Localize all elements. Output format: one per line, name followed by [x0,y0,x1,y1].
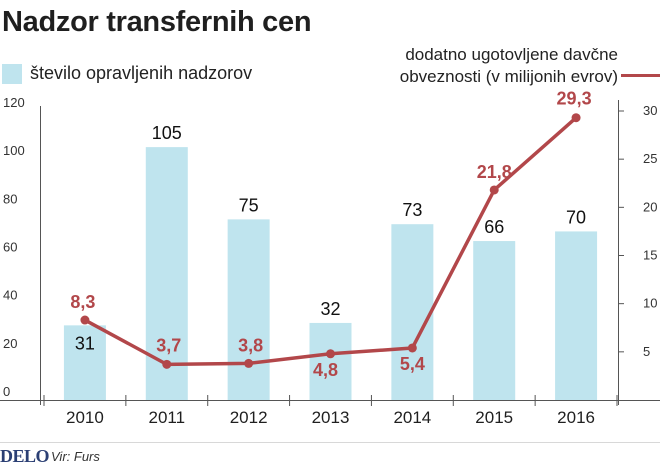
labels-layer: 31 105 75 32 73 66 70 8,3 3,7 3,8 4,8 5,4 21,8 29,3 [70,89,591,380]
right-tick-label: 10 [643,296,657,311]
footer: DELO Vir: Furs [0,442,660,473]
bar-value-label: 75 [239,195,259,215]
x-tick-label: 2011 [149,408,186,427]
left-tick-label: 60 [3,240,17,255]
bar-value-label: 31 [75,333,95,353]
legend-bar-swatch [2,64,22,84]
axis-layer: 0 20 40 60 80 100 120 5 10 15 20 25 30 2010 2011 2012 20… [0,95,660,427]
bar-value-label: 32 [320,299,340,319]
left-tick-label: 20 [3,336,17,351]
line-value-label: 8,3 [70,292,95,312]
line-value-label: 5,4 [400,354,425,374]
right-tick-label: 20 [643,199,657,214]
x-tick-label: 2013 [312,408,350,427]
line-point-2013 [326,349,335,359]
right-tick-label: 5 [643,344,650,359]
x-tick-label: 2010 [66,408,104,427]
publisher-logo: DELO [0,446,50,466]
x-tick-label: 2012 [230,408,268,427]
bar-2010 [63,325,106,400]
bar-2016 [555,231,598,400]
x-tick-label: 2015 [475,408,513,427]
bar-2012 [227,219,270,400]
line-point-2011 [162,359,172,369]
line-point-2012 [244,358,254,368]
line-point-2010 [80,315,90,325]
right-tick-label: 30 [643,103,657,118]
bar-value-label: 70 [566,207,586,227]
bar-value-label: 73 [402,200,422,220]
line-layer [80,113,581,369]
legend-line-label: dodatno ugotovljene davčne obveznosti (v… [399,45,618,86]
line-value-label: 3,8 [238,335,263,355]
bar-2013 [309,322,352,400]
legend-bars-label: število opravljenih nadzorov [30,63,253,83]
bar-value-label: 105 [152,123,182,143]
x-tick-label: 2014 [393,408,431,427]
line-point-2015 [489,185,499,195]
source-note: Vir: Furs [51,449,100,464]
line-value-label: 21,8 [477,162,512,182]
legend-line-swatch [621,74,660,77]
bar-2015 [473,241,516,400]
line-value-label: 4,8 [313,360,338,380]
line-value-label: 29,3 [557,89,592,109]
left-tick-label: 40 [3,288,17,303]
x-tick-label: 2016 [557,408,595,427]
right-tick-label: 25 [643,151,657,166]
line-point-2016 [571,113,581,123]
bar-2014 [391,224,434,400]
line-value-label: 3,7 [156,335,181,355]
line-point-2014 [407,343,417,353]
left-tick-label: 0 [3,384,10,399]
left-tick-label: 80 [3,191,17,206]
right-tick-label: 15 [643,248,657,263]
bar-value-label: 66 [484,217,504,237]
footer-divider [0,442,660,443]
chart-title: Nadzor transfernih cen [2,6,312,38]
left-tick-label: 100 [3,143,25,158]
left-tick-label: 120 [3,95,25,110]
